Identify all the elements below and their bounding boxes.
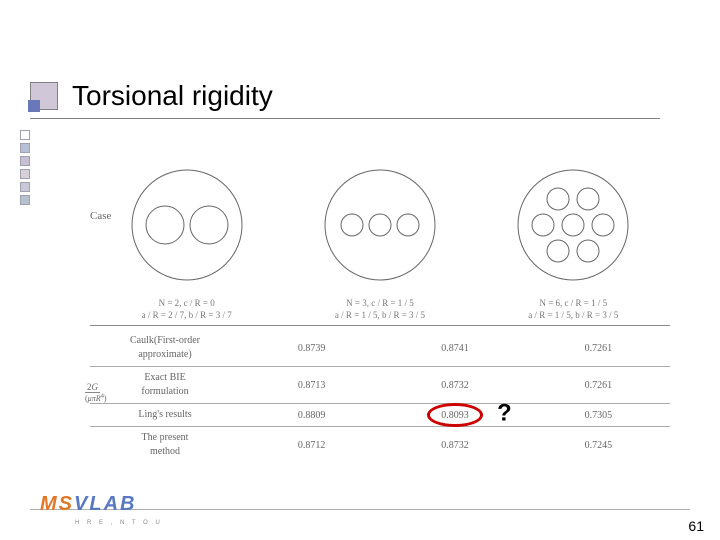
page-number: 61 <box>688 518 704 534</box>
param-cell: N = 2, c / R = 0a / R = 2 / 7, b / R = 3… <box>112 298 262 321</box>
diagram-row <box>90 160 670 290</box>
value-cell: 0.7261 <box>527 330 670 367</box>
table-row: Exact BIEformulation0.87130.87320.7261 <box>90 367 670 404</box>
data-table: Caulk(First-orderapproximate)0.87390.874… <box>90 330 670 463</box>
question-mark: ? <box>497 400 512 428</box>
formula-label: 2G (μπR4) <box>85 382 107 403</box>
value-cell: 0.8093? <box>383 404 526 427</box>
row-label: The presentmethod <box>90 427 240 464</box>
value-cell: 0.7245 <box>527 427 670 464</box>
value-cell: 0.8712 <box>240 427 383 464</box>
param-cell: N = 3, c / R = 1 / 5a / R = 1 / 5, b / R… <box>305 298 455 321</box>
row-label: Exact BIEformulation <box>90 367 240 404</box>
value-cell: 0.8713 <box>240 367 383 404</box>
row-label: Caulk(First-orderapproximate) <box>90 330 240 367</box>
value-cell: 0.8741 <box>383 330 526 367</box>
value-cell: 0.8739 <box>240 330 383 367</box>
circle-diagram <box>130 168 244 282</box>
side-decor <box>20 130 38 208</box>
value-cell: 0.8732 <box>383 367 526 404</box>
value-cell: 0.8809 <box>240 404 383 427</box>
value-cell: 0.7305 <box>527 404 670 427</box>
table-row: The presentmethod0.87120.87320.7245 <box>90 427 670 464</box>
case-label: Case <box>90 210 111 222</box>
value-cell: 0.7261 <box>527 367 670 404</box>
figure-area: Case N = 2, c / R = 0a / R = 2 / 7, b / … <box>90 160 670 470</box>
table-row: Caulk(First-orderapproximate)0.87390.874… <box>90 330 670 367</box>
table-row: Ling's results0.88090.8093?0.7305 <box>90 404 670 427</box>
row-label: Ling's results <box>90 404 240 427</box>
param-row: N = 2, c / R = 0a / R = 2 / 7, b / R = 3… <box>90 298 670 321</box>
title-bullet-icon <box>30 82 58 110</box>
circle-diagram <box>323 168 437 282</box>
circle-diagram <box>516 168 630 282</box>
highlight-ellipse <box>427 403 483 427</box>
value-cell: 0.8732 <box>383 427 526 464</box>
logo-subtitle: H R E , N T O U <box>75 520 163 526</box>
divider <box>90 325 670 326</box>
slide-title-row: Torsional rigidity <box>30 80 273 112</box>
param-cell: N = 6, c / R = 1 / 5a / R = 1 / 5, b / R… <box>498 298 648 321</box>
slide-title: Torsional rigidity <box>72 80 273 112</box>
title-underline <box>30 118 660 119</box>
logo: MSVLAB <box>40 493 136 516</box>
